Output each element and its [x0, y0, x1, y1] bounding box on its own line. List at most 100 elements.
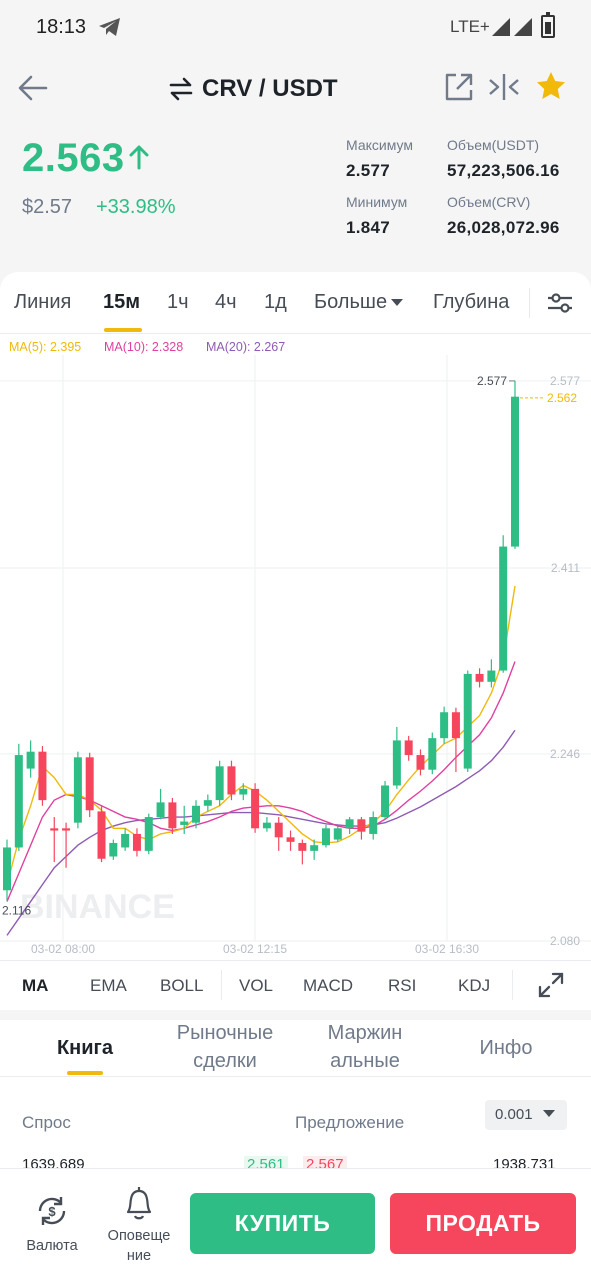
bell-icon[interactable] — [122, 1185, 156, 1221]
tab-4h[interactable]: 4ч — [215, 291, 237, 313]
candle-body — [404, 740, 413, 756]
volume-base-value: 26,028,072.96 — [447, 218, 560, 237]
candle-body — [73, 757, 82, 823]
active-tab-indicator — [104, 328, 142, 332]
divider — [0, 333, 591, 334]
candle-body — [463, 673, 472, 769]
volume-quote-value: 57,223,506.16 — [447, 161, 560, 180]
indicator-rsi[interactable]: RSI — [388, 976, 417, 995]
precision-select[interactable]: 0.001 — [485, 1100, 567, 1130]
section-separator — [0, 1010, 591, 1020]
candle-body — [333, 828, 342, 840]
buy-button[interactable]: КУПИТЬ — [190, 1193, 375, 1254]
y-axis-label: 2.577 — [550, 374, 580, 388]
candle-body — [487, 670, 496, 682]
ma20-legend: MA(20): 2.267 — [206, 340, 286, 354]
last-price-tag: 2.562 — [547, 391, 577, 405]
candle-body — [50, 828, 59, 831]
tab-margin-line1: Маржин — [327, 1022, 403, 1044]
indicator-boll[interactable]: BOLL — [160, 976, 204, 995]
low-marker: 2.116 — [2, 903, 31, 917]
tab-market-trades[interactable]: Рыночные сделки — [160, 1019, 290, 1075]
candle-body — [440, 712, 449, 739]
volume-quote-label: Объем(USDT) — [447, 137, 540, 153]
currency-exchange-icon[interactable]: $ — [34, 1194, 70, 1228]
alerts-label[interactable]: Оповеще ние — [99, 1226, 179, 1266]
open-external-icon[interactable] — [444, 72, 474, 102]
candle-body — [475, 673, 484, 682]
y-axis-label: 2.411 — [551, 561, 580, 575]
chart-grid — [0, 355, 591, 942]
tab-15m[interactable]: 15м — [103, 291, 141, 313]
x-axis-label: 03-02 08:00 — [31, 942, 95, 956]
fiat-price: $2.57 — [22, 196, 73, 218]
y-axis-label: 2.080 — [550, 934, 580, 948]
ask-price: 2.567 — [303, 1156, 347, 1168]
indicator-macd[interactable]: MACD — [303, 976, 354, 995]
status-time: 18:13 — [36, 16, 87, 38]
high-marker: 2.577 — [477, 374, 507, 388]
ma10-legend: MA(10): 2.328 — [104, 340, 184, 354]
candle-body — [251, 788, 260, 829]
candle-body — [345, 819, 354, 829]
sell-button[interactable]: ПРОДАТЬ — [390, 1193, 576, 1254]
candle-body — [168, 802, 177, 829]
indicator-ma[interactable]: MA — [22, 976, 49, 995]
signal-icon-2 — [514, 18, 532, 36]
candle-body — [499, 546, 508, 671]
battery-icon — [541, 12, 555, 38]
candle-body — [144, 817, 153, 851]
swap-icon — [169, 77, 193, 101]
fullscreen-icon[interactable] — [538, 972, 564, 998]
caret-down-icon — [543, 1110, 555, 1117]
tab-depth[interactable]: Глубина — [433, 291, 510, 313]
candle-body — [3, 847, 11, 891]
compare-icon[interactable] — [488, 72, 520, 102]
chart-settings-icon[interactable] — [545, 290, 575, 316]
candle-body — [203, 800, 212, 806]
tab-market-trades-line1: Рыночные — [176, 1022, 274, 1044]
candle-body — [286, 837, 295, 842]
favorite-star-icon[interactable] — [535, 70, 567, 102]
back-arrow-icon[interactable] — [16, 72, 50, 104]
candle-body — [38, 751, 47, 801]
high-label: Максимум — [346, 137, 413, 153]
pair-selector[interactable]: CRV / USDT — [168, 72, 338, 106]
indicator-kdj[interactable]: KDJ — [458, 976, 491, 995]
candle-body — [192, 805, 201, 823]
ma20-line — [6, 729, 516, 936]
alerts-label-line1: Оповеще — [107, 1228, 171, 1244]
candle-body — [97, 811, 106, 859]
telegram-icon — [99, 18, 120, 36]
tab-line[interactable]: Линия — [14, 291, 72, 313]
tab-info[interactable]: Инфо — [479, 1037, 533, 1059]
indicator-vol[interactable]: VOL — [239, 976, 274, 995]
tab-1d[interactable]: 1д — [264, 291, 287, 313]
candle-body — [369, 817, 378, 834]
high-value: 2.577 — [346, 161, 391, 180]
last-price: 2.563 — [22, 136, 125, 180]
candlestick-chart[interactable]: BINANCE 2.577 2.411 2.246 2.080 03-02 08:00 0… — [0, 355, 591, 960]
tab-market-trades-line2: сделки — [193, 1050, 257, 1072]
candles — [3, 380, 519, 901]
candle-body — [274, 822, 283, 838]
up-arrow-icon — [129, 145, 149, 170]
svg-text:$: $ — [48, 1204, 56, 1219]
tab-more[interactable]: Больше — [314, 291, 404, 314]
candle-body — [26, 751, 35, 769]
candle-body — [416, 755, 425, 770]
tab-margin[interactable]: Маржин альные — [305, 1019, 425, 1075]
candle-body — [109, 842, 118, 857]
currency-label[interactable]: Валюта — [26, 1238, 78, 1254]
indicator-ema[interactable]: EMA — [90, 976, 127, 995]
divider — [512, 970, 513, 1000]
tab-order-book[interactable]: Книга — [56, 1037, 114, 1059]
candle-body — [14, 755, 23, 848]
bid-quantity: 1639.689 — [22, 1156, 85, 1168]
tab-1h[interactable]: 1ч — [167, 291, 189, 313]
low-value: 1.847 — [346, 218, 391, 237]
bid-label: Спрос — [22, 1113, 71, 1132]
candle-body — [298, 842, 307, 851]
ask-quantity: 1938.731 — [493, 1156, 556, 1168]
alerts-label-line2: ние — [126, 1248, 152, 1264]
